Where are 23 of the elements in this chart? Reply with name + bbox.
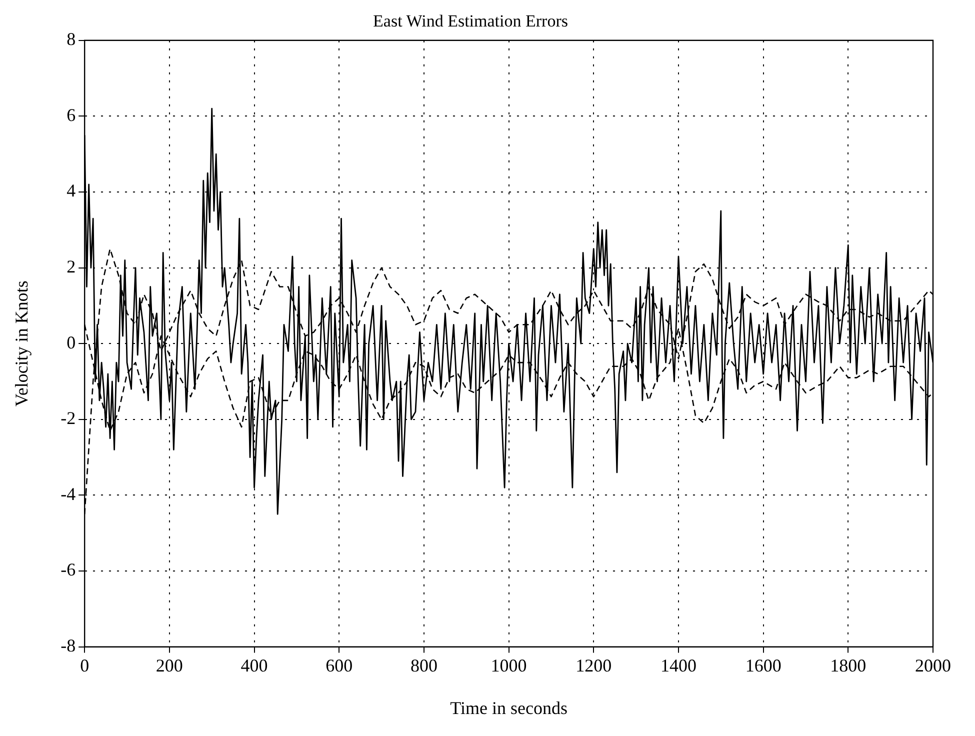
x-tick-label: 1400 — [660, 655, 696, 676]
y-tick-label: -2 — [60, 408, 76, 428]
x-tick-label: 1800 — [830, 655, 866, 676]
y-tick-label: 2 — [66, 256, 76, 277]
y-axis-title: Velocity in Knots — [12, 280, 32, 407]
y-tick-label: -4 — [60, 484, 76, 504]
x-tick-label: 200 — [156, 655, 183, 676]
x-tick-label: 1000 — [490, 655, 527, 676]
x-tick-label: 2000 — [915, 655, 951, 676]
x-axis-title: Time in seconds — [450, 698, 568, 718]
x-tick-label: 600 — [326, 655, 353, 676]
chart-title: East Wind Estimation Errors — [373, 12, 568, 31]
x-tick-label: 1200 — [576, 655, 612, 676]
y-tick-label: 8 — [66, 29, 76, 50]
x-tick-label: 400 — [240, 655, 268, 676]
y-tick-label: 6 — [66, 104, 76, 125]
x-tick-label: 1600 — [745, 655, 782, 676]
y-tick-label: 4 — [66, 180, 76, 201]
y-tick-label: -6 — [60, 560, 76, 580]
y-tick-label: -8 — [60, 636, 76, 656]
x-tick-label: 0 — [80, 655, 90, 676]
y-tick-label: 0 — [66, 332, 76, 352]
x-tick-label: 800 — [410, 655, 438, 676]
